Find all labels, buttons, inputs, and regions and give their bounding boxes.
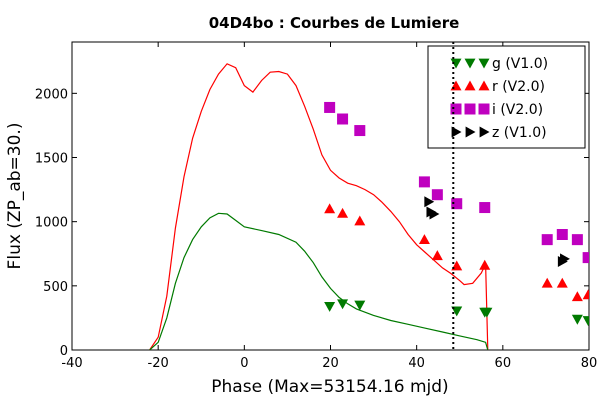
x-axis-label: Phase (Max=53154.16 mjd) [211, 377, 448, 397]
x-tick-label: 0 [240, 356, 248, 371]
y-tick-label: 2000 [35, 87, 68, 102]
legend-marker-triangle-down [450, 58, 462, 69]
legend-marker-triangle-down [464, 58, 476, 69]
legend-marker-triangle-down [478, 58, 490, 69]
data-point-triangle-down [354, 300, 366, 311]
data-point-triangle-down [571, 314, 583, 325]
legend-label: z (V1.0) [492, 125, 547, 141]
data-point-square [337, 113, 349, 125]
data-point-square [541, 234, 553, 246]
data-point-square [556, 229, 568, 240]
data-point-triangle-right [557, 255, 568, 267]
data-point-triangle-up [354, 215, 366, 226]
y-tick-label: 1500 [35, 152, 68, 167]
legend-marker-square [450, 103, 462, 115]
x-tick-label: -40 [61, 356, 82, 371]
legend-marker-triangle-right [451, 126, 462, 138]
legend-marker-triangle-right [465, 126, 476, 138]
x-tick-label: -20 [148, 356, 169, 371]
x-tick-label: 40 [408, 356, 425, 371]
data-point-square [354, 125, 366, 137]
data-point-triangle-up [541, 277, 553, 288]
legend-marker-square [478, 103, 490, 115]
legend-marker-triangle-up [478, 80, 490, 91]
data-point-triangle-up [324, 203, 336, 214]
data-point-triangle-up [337, 207, 349, 218]
data-point-square [479, 202, 491, 214]
data-point-square [324, 101, 336, 113]
x-tick-label: 20 [322, 356, 339, 371]
legend-marker-square [464, 103, 476, 115]
data-point-triangle-up [582, 289, 589, 300]
data-point-square [451, 198, 463, 210]
data-point-square [431, 189, 443, 201]
y-tick-label: 500 [43, 280, 68, 295]
data-point-triangle-up [431, 250, 443, 261]
y-axis-label: Flux (ZP_ab=30.) [5, 123, 25, 270]
data-point-triangle-down [337, 299, 349, 310]
data-point-square [418, 176, 430, 188]
x-tick-label: 60 [495, 356, 512, 371]
data-point-triangle-up [556, 277, 568, 288]
y-tick-label: 1000 [35, 216, 68, 231]
y-tick-label: 0 [60, 344, 68, 359]
data-point-triangle-down [324, 301, 336, 312]
x-tick-label: 80 [581, 356, 598, 371]
data-point-triangle-right [429, 208, 440, 220]
data-point-triangle-right [424, 196, 435, 208]
legend-label: g (V1.0) [492, 56, 548, 72]
model-curve-0 [149, 63, 489, 350]
legend: g (V1.0) r (V2.0) i (V2.0) z (V1.0) [427, 45, 586, 149]
legend-label: r (V2.0) [492, 79, 545, 95]
chart-title: 04D4bo : Courbes de Lumiere [209, 14, 460, 32]
data-point-triangle-up [571, 291, 583, 302]
data-point-square [582, 252, 589, 264]
legend-marker-triangle-up [464, 80, 476, 91]
legend-marker-triangle-right [479, 126, 490, 138]
data-point-triangle-up [418, 234, 430, 245]
data-point-triangle-down [582, 316, 589, 326]
legend-label: i (V2.0) [492, 102, 543, 118]
data-point-triangle-up [479, 259, 491, 270]
data-point-triangle-down [481, 307, 493, 318]
model-curve-1 [149, 212, 489, 350]
data-point-square [571, 234, 583, 246]
